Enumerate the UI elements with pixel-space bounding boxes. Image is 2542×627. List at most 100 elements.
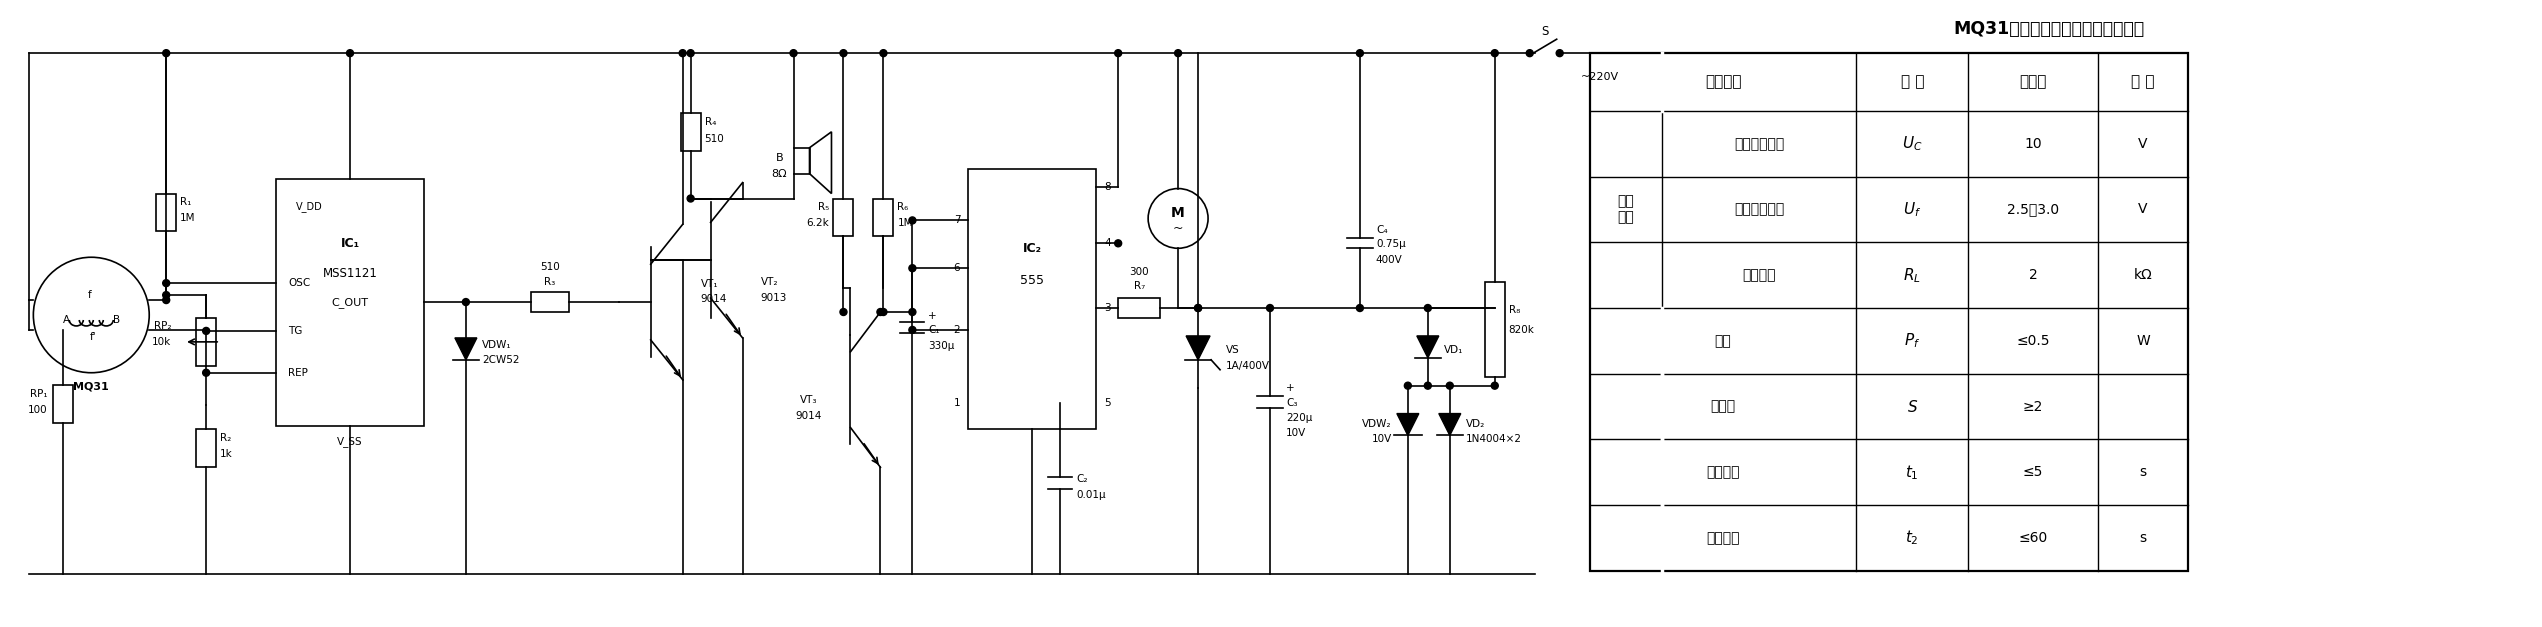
Circle shape [163, 297, 170, 303]
Text: $t_1$: $t_1$ [1906, 463, 1919, 482]
Text: 5: 5 [1103, 398, 1111, 408]
Text: 功率: 功率 [1716, 334, 1731, 348]
Text: 参数名称: 参数名称 [1706, 75, 1741, 90]
Circle shape [910, 217, 915, 224]
Circle shape [910, 308, 915, 315]
Text: 1N4004×2: 1N4004×2 [1467, 435, 1523, 445]
Circle shape [880, 308, 887, 315]
Bar [196, 318, 216, 366]
Bar [834, 199, 854, 236]
Bar [969, 169, 1096, 429]
Circle shape [1492, 50, 1497, 56]
Text: 400V: 400V [1375, 255, 1403, 265]
Text: $S$: $S$ [1906, 399, 1917, 414]
Text: 灵敏度: 灵敏度 [1711, 399, 1736, 414]
Text: 2CW52: 2CW52 [483, 355, 519, 365]
Text: 6: 6 [953, 263, 961, 273]
Text: 1k: 1k [221, 450, 234, 460]
Text: TG: TG [287, 326, 302, 336]
Circle shape [910, 327, 915, 334]
Bar [196, 429, 216, 467]
Text: $U_f$: $U_f$ [1904, 200, 1922, 219]
Circle shape [463, 298, 470, 305]
Circle shape [910, 265, 915, 271]
Text: 300: 300 [1129, 267, 1149, 277]
Circle shape [1424, 305, 1431, 312]
Text: 0.75μ: 0.75μ [1375, 240, 1406, 250]
Text: OSC: OSC [287, 278, 310, 288]
Text: ~: ~ [1172, 222, 1185, 235]
Text: 参数值: 参数值 [2018, 75, 2046, 90]
Polygon shape [1187, 336, 1210, 360]
Text: kΩ: kΩ [2133, 268, 2153, 282]
Text: 8: 8 [1103, 182, 1111, 192]
Text: 555: 555 [1019, 273, 1045, 287]
Bar [531, 292, 569, 312]
Circle shape [1195, 305, 1202, 312]
Bar [277, 179, 425, 426]
Bar [155, 194, 175, 231]
Bar [874, 199, 892, 236]
Text: s: s [2140, 465, 2145, 479]
Text: B: B [775, 153, 783, 162]
Bar [53, 385, 74, 423]
Text: VD₁: VD₁ [1444, 345, 1464, 355]
Text: MQ31: MQ31 [74, 382, 109, 392]
Text: R₄: R₄ [704, 117, 717, 127]
Circle shape [686, 50, 694, 56]
Text: 2.5～3.0: 2.5～3.0 [2008, 203, 2059, 216]
Text: C₁: C₁ [928, 325, 941, 335]
Text: IC₁: IC₁ [341, 237, 358, 250]
Text: V: V [2138, 137, 2148, 150]
Text: $U_C$: $U_C$ [1901, 134, 1922, 153]
Circle shape [1116, 50, 1121, 56]
Text: RP₁: RP₁ [31, 389, 48, 399]
Text: 510: 510 [704, 134, 724, 144]
Text: C₃: C₃ [1286, 398, 1296, 408]
Circle shape [1525, 50, 1533, 56]
Text: ≤0.5: ≤0.5 [2016, 334, 2049, 348]
Text: R₈: R₈ [1510, 305, 1520, 315]
Text: V_SS: V_SS [338, 436, 364, 447]
Circle shape [839, 50, 846, 56]
Text: +: + [1286, 382, 1294, 393]
Circle shape [1357, 50, 1363, 56]
Text: C₄: C₄ [1375, 225, 1388, 235]
Circle shape [163, 280, 170, 287]
Circle shape [1195, 305, 1202, 312]
Text: MSS1121: MSS1121 [323, 266, 376, 280]
Circle shape [877, 308, 885, 315]
Text: 2: 2 [953, 325, 961, 335]
Circle shape [791, 50, 798, 56]
Text: 4: 4 [1103, 238, 1111, 248]
Text: V: V [2138, 203, 2148, 216]
Text: 灯丝加热电压: 灯丝加热电压 [1734, 203, 1784, 216]
Text: 330μ: 330μ [928, 341, 956, 351]
Text: 1A/400V: 1A/400V [1225, 361, 1271, 371]
Text: 负阶电阵: 负阶电阵 [1741, 268, 1777, 282]
Text: VDW₂: VDW₂ [1363, 418, 1393, 428]
Text: R₆: R₆ [897, 203, 907, 213]
Text: f': f' [89, 332, 97, 342]
Text: S: S [1540, 24, 1548, 38]
Text: ≥2: ≥2 [2023, 399, 2044, 414]
Text: 10V: 10V [1373, 435, 1393, 445]
Circle shape [1424, 382, 1431, 389]
Text: 510: 510 [539, 262, 559, 272]
Text: 3: 3 [1103, 303, 1111, 313]
Circle shape [679, 50, 686, 56]
Text: 测量回路电压: 测量回路电压 [1734, 137, 1784, 150]
Text: 6.2k: 6.2k [806, 218, 829, 228]
Text: RP₂: RP₂ [153, 321, 170, 331]
Polygon shape [1439, 414, 1462, 436]
Text: 8Ω: 8Ω [773, 169, 788, 179]
Text: s: s [2140, 531, 2145, 545]
Circle shape [1556, 50, 1563, 56]
Circle shape [203, 327, 208, 334]
Text: VDW₁: VDW₁ [483, 340, 511, 350]
Polygon shape [455, 338, 478, 360]
Text: W: W [2135, 334, 2151, 348]
Text: V_DD: V_DD [295, 201, 323, 212]
Text: VT₃: VT₃ [801, 394, 819, 404]
Polygon shape [1416, 336, 1439, 358]
